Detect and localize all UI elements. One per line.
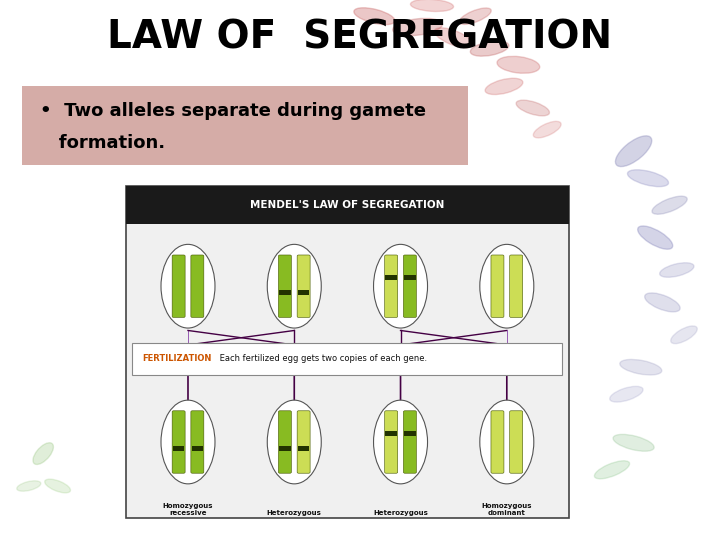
FancyBboxPatch shape: [279, 446, 291, 451]
Ellipse shape: [374, 244, 428, 328]
FancyBboxPatch shape: [22, 86, 468, 165]
Ellipse shape: [644, 293, 680, 312]
Ellipse shape: [459, 8, 491, 24]
FancyBboxPatch shape: [403, 255, 416, 318]
Ellipse shape: [613, 434, 654, 451]
Text: LAW OF  SEGREGATION: LAW OF SEGREGATION: [107, 19, 613, 57]
Ellipse shape: [267, 244, 321, 328]
Ellipse shape: [620, 360, 662, 375]
Ellipse shape: [652, 196, 687, 214]
FancyBboxPatch shape: [279, 291, 291, 295]
Ellipse shape: [516, 100, 549, 116]
Ellipse shape: [410, 0, 454, 11]
FancyBboxPatch shape: [510, 411, 523, 473]
Ellipse shape: [480, 244, 534, 328]
FancyBboxPatch shape: [191, 255, 204, 318]
Ellipse shape: [595, 461, 629, 479]
FancyBboxPatch shape: [172, 255, 185, 318]
Ellipse shape: [627, 170, 669, 187]
Text: Heterozygous: Heterozygous: [373, 510, 428, 516]
Text: formation.: formation.: [40, 134, 165, 152]
Ellipse shape: [610, 386, 643, 402]
Ellipse shape: [534, 122, 561, 138]
Text: Heterozygous: Heterozygous: [267, 510, 322, 516]
FancyBboxPatch shape: [172, 411, 185, 473]
Ellipse shape: [161, 400, 215, 484]
FancyBboxPatch shape: [404, 431, 415, 436]
FancyBboxPatch shape: [298, 446, 310, 451]
Ellipse shape: [354, 8, 395, 25]
Ellipse shape: [480, 400, 534, 484]
FancyBboxPatch shape: [297, 411, 310, 473]
Ellipse shape: [434, 28, 473, 48]
Text: MENDEL'S LAW OF SEGREGATION: MENDEL'S LAW OF SEGREGATION: [251, 200, 444, 210]
FancyBboxPatch shape: [298, 291, 310, 295]
FancyBboxPatch shape: [279, 255, 292, 318]
Ellipse shape: [485, 78, 523, 94]
Ellipse shape: [17, 481, 41, 491]
Text: •  Two alleles separate during gamete: • Two alleles separate during gamete: [40, 103, 426, 120]
FancyBboxPatch shape: [191, 411, 204, 473]
Text: Homozygous
dominant: Homozygous dominant: [482, 503, 532, 516]
FancyBboxPatch shape: [384, 411, 397, 473]
FancyBboxPatch shape: [491, 411, 504, 473]
FancyBboxPatch shape: [385, 275, 397, 280]
Ellipse shape: [470, 41, 509, 56]
FancyBboxPatch shape: [403, 411, 416, 473]
Ellipse shape: [161, 244, 215, 328]
Ellipse shape: [267, 400, 321, 484]
Text: Each fertilized egg gets two copies of each gene.: Each fertilized egg gets two copies of e…: [217, 354, 428, 363]
FancyBboxPatch shape: [384, 255, 397, 318]
FancyBboxPatch shape: [385, 431, 397, 436]
Text: Homozygous
recessive: Homozygous recessive: [163, 503, 213, 516]
FancyBboxPatch shape: [491, 255, 504, 318]
FancyBboxPatch shape: [126, 186, 569, 518]
Ellipse shape: [374, 400, 428, 484]
Ellipse shape: [671, 326, 697, 343]
FancyBboxPatch shape: [126, 186, 569, 224]
FancyBboxPatch shape: [192, 446, 203, 451]
FancyBboxPatch shape: [132, 343, 562, 375]
FancyBboxPatch shape: [297, 255, 310, 318]
Ellipse shape: [392, 18, 443, 36]
FancyBboxPatch shape: [510, 255, 523, 318]
Ellipse shape: [616, 136, 652, 166]
Ellipse shape: [33, 443, 53, 464]
Ellipse shape: [638, 226, 672, 249]
FancyBboxPatch shape: [404, 275, 415, 280]
FancyBboxPatch shape: [279, 411, 292, 473]
Ellipse shape: [497, 56, 540, 73]
Ellipse shape: [45, 479, 71, 493]
FancyBboxPatch shape: [173, 446, 184, 451]
Text: FERTILIZATION: FERTILIZATION: [142, 354, 211, 363]
Ellipse shape: [660, 263, 694, 277]
